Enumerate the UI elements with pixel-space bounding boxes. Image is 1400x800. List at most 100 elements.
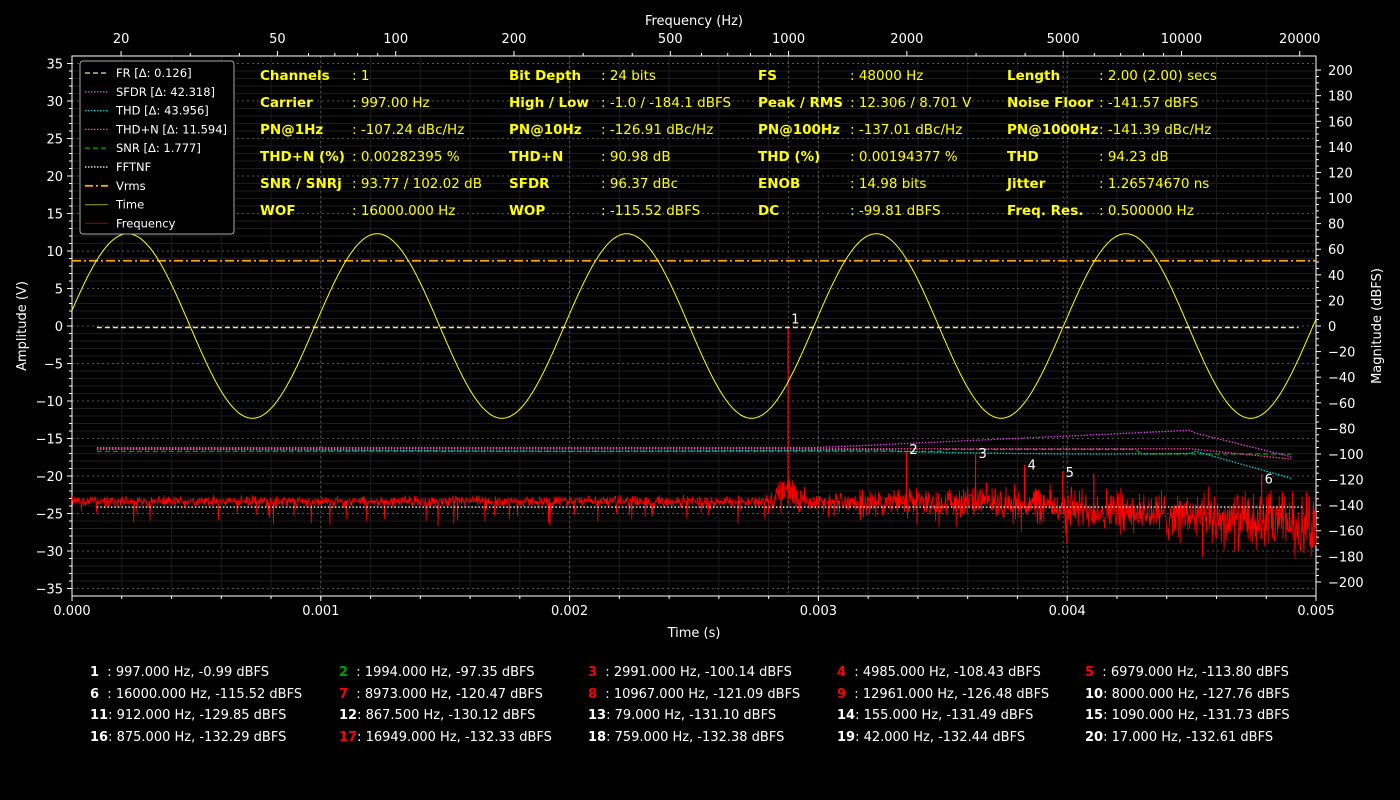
peak-text: : 875.000 Hz, -132.29 dBFS xyxy=(108,729,287,745)
peak-entry: 18: 759.000 Hz, -132.38 dBFS xyxy=(588,730,784,745)
peak-marker-label: 2 xyxy=(909,443,917,458)
y-left-tick-label: −15 xyxy=(36,433,63,448)
peak-text: : 759.000 Hz, -132.38 dBFS xyxy=(606,729,785,745)
peak-entry: 9 : 12961.000 Hz, -126.48 dBFS xyxy=(837,687,1049,702)
freq-axis-label: Frequency (Hz) xyxy=(645,14,743,29)
legend-box xyxy=(79,60,235,235)
x-tick-label: 0.005 xyxy=(1297,604,1334,619)
y-right-tick-label: 180 xyxy=(1328,90,1353,105)
y-left-tick-label: −20 xyxy=(36,470,63,485)
peak-number: 13 xyxy=(588,708,607,723)
y-left-axis-label: Amplitude (V) xyxy=(15,281,30,371)
peak-number: 12 xyxy=(339,708,358,723)
peak-number: 3 xyxy=(588,665,598,680)
peak-text: : 16000.000 Hz, -115.52 dBFS xyxy=(99,686,303,702)
peak-number: 2 xyxy=(339,665,349,680)
y-right-tick-label: 40 xyxy=(1328,269,1345,284)
stat-value: : 1.26574670 ns xyxy=(1099,176,1209,192)
stat-value: : 0.500000 Hz xyxy=(1099,203,1194,219)
y-left-tick-label: 25 xyxy=(46,133,63,148)
y-right-tick-label: −60 xyxy=(1328,397,1355,412)
peak-text: : 1994.000 Hz, -97.35 dBFS xyxy=(348,665,535,680)
y-right-tick-label: −120 xyxy=(1328,474,1364,489)
stat-key: Carrier xyxy=(260,95,313,111)
stat-value: : 93.77 / 102.02 dB xyxy=(352,176,482,192)
y-left-tick-label: 30 xyxy=(46,95,63,110)
peak-number: 6 xyxy=(90,686,100,702)
peak-number: 11 xyxy=(90,708,109,723)
y-right-axis-label: Magnitude (dBFS) xyxy=(1370,268,1385,384)
y-right-tick-label: −100 xyxy=(1328,448,1364,463)
y-left-tick-label: −35 xyxy=(36,583,63,598)
peak-entry: 8 : 10967.000 Hz, -121.09 dBFS xyxy=(588,687,800,702)
stat-value: : -141.39 dBc/Hz xyxy=(1099,122,1211,138)
stat-key: ENOB xyxy=(758,176,800,192)
stat-value: : -137.01 dBc/Hz xyxy=(850,122,962,138)
y-right-tick-label: 160 xyxy=(1328,115,1353,130)
spectrum-group xyxy=(71,327,1317,559)
stat-value: : 94.23 dB xyxy=(1099,149,1169,165)
stat-key: THD+N xyxy=(509,149,563,165)
peak-marker-label: 3 xyxy=(979,447,987,462)
peak-text: : 2991.000 Hz, -100.14 dBFS xyxy=(597,665,792,680)
peak-text: : 17.000 Hz, -132.61 dBFS xyxy=(1103,729,1274,745)
peak-text: : 912.000 Hz, -129.85 dBFS xyxy=(108,708,287,723)
stat-key: FS xyxy=(758,68,777,84)
thdn-trace xyxy=(96,448,1292,460)
peak-entry: 3 : 2991.000 Hz, -100.14 dBFS xyxy=(588,665,792,680)
time-signal-line xyxy=(71,233,1317,419)
legend-label: Vrms xyxy=(116,179,146,193)
peak-entry: 5 : 6979.000 Hz, -113.80 dBFS xyxy=(1085,665,1289,680)
peak-entry: 13: 79.000 Hz, -131.10 dBFS xyxy=(588,708,776,723)
peak-entry: 7 : 8973.000 Hz, -120.47 dBFS xyxy=(339,687,543,702)
y-right-tick-label: −160 xyxy=(1328,525,1364,540)
peak-number: 10 xyxy=(1085,686,1104,702)
y-left-tick-label: −5 xyxy=(44,358,63,373)
y-right-tick-label: 20 xyxy=(1328,294,1345,309)
y-left-tick-label: −25 xyxy=(36,508,63,523)
y-right-tick-label: −20 xyxy=(1328,346,1355,361)
freq-tick-label: 200 xyxy=(502,32,527,47)
stat-key: PN@100Hz xyxy=(758,122,840,138)
legend-label: Frequency xyxy=(116,216,176,230)
y-right-tick-label: 140 xyxy=(1328,141,1353,156)
stat-key: Jitter xyxy=(1006,176,1046,192)
stat-key: DC xyxy=(758,203,779,219)
peak-entry: 1 : 997.000 Hz, -0.99 dBFS xyxy=(90,665,269,680)
peak-entry: 11: 912.000 Hz, -129.85 dBFS xyxy=(90,708,286,723)
legend-label: FFTNF xyxy=(116,160,151,174)
freq-tick-label: 500 xyxy=(658,32,683,47)
legend-label: Time xyxy=(115,198,144,212)
y-left-tick-label: 35 xyxy=(46,58,63,73)
peak-entry: 2 : 1994.000 Hz, -97.35 dBFS xyxy=(339,665,535,680)
legend-label: THD+N [Δ: 11.594] xyxy=(115,122,227,136)
peak-text: : 997.000 Hz, -0.99 dBFS xyxy=(99,665,270,680)
peak-number: 5 xyxy=(1085,665,1095,680)
y-right-tick-label: 120 xyxy=(1328,166,1353,181)
peak-text: : 8973.000 Hz, -120.47 dBFS xyxy=(348,686,543,702)
stat-key: WOF xyxy=(260,203,296,219)
peak-marker-label: 4 xyxy=(1028,458,1036,473)
peak-entry: 12: 867.500 Hz, -130.12 dBFS xyxy=(339,708,535,723)
peak-entry: 14: 155.000 Hz, -131.49 dBFS xyxy=(837,708,1033,723)
peak-list: 1 : 997.000 Hz, -0.99 dBFS 2 : 1994.000 H… xyxy=(0,655,1400,765)
peak-marker-label: 1 xyxy=(791,312,799,327)
y-left-tick-label: 15 xyxy=(46,208,63,223)
stat-key: PN@10Hz xyxy=(509,122,582,138)
y-right-tick-label: −40 xyxy=(1328,371,1355,386)
stat-key: THD xyxy=(1007,149,1039,165)
freq-tick-label: 20 xyxy=(113,32,130,47)
stat-key: SFDR xyxy=(509,176,550,192)
y-right-tick-label: −80 xyxy=(1328,422,1355,437)
stat-value: : 24 bits xyxy=(601,68,656,84)
stat-key: PN@1Hz xyxy=(260,122,323,138)
stat-key: WOP xyxy=(509,203,545,219)
stat-key: Noise Floor xyxy=(1007,95,1093,111)
stat-key: High / Low xyxy=(509,95,589,111)
peak-text: : 10967.000 Hz, -121.09 dBFS xyxy=(597,686,801,702)
peak-entry: 20: 17.000 Hz, -132.61 dBFS xyxy=(1085,730,1273,745)
peak-text: : 79.000 Hz, -131.10 dBFS xyxy=(606,708,777,723)
peak-number: 15 xyxy=(1085,708,1104,723)
y-right-tick-label: −200 xyxy=(1328,576,1364,591)
